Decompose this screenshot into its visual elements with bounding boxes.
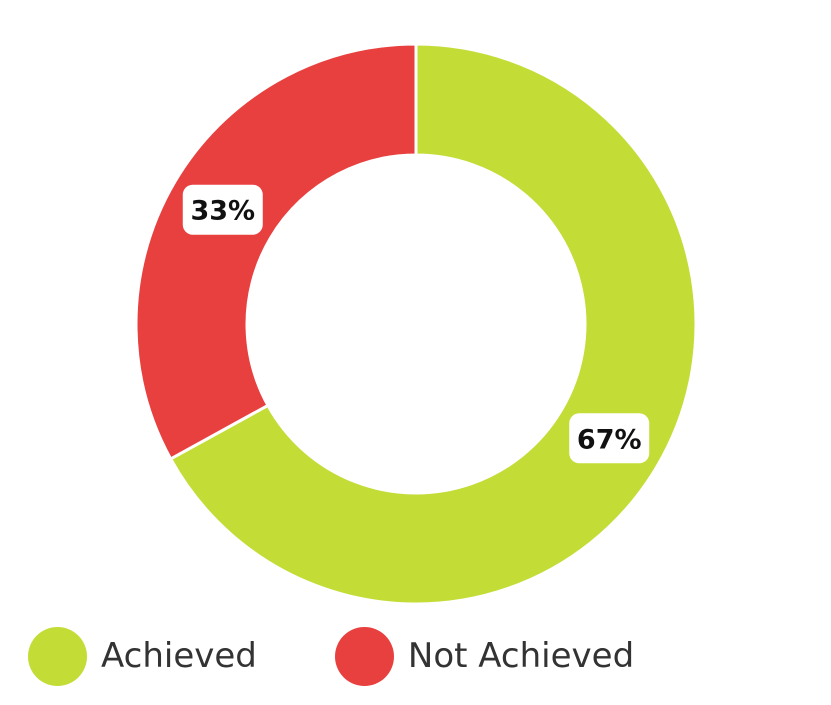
data-label-text: 33% [190, 196, 255, 227]
slice-not-achieved[interactable] [134, 42, 418, 461]
legend-label-achieved: Achieved [101, 636, 257, 676]
slice-achieved[interactable] [168, 42, 698, 606]
legend-label-not-achieved: Not Achieved [407, 636, 635, 676]
legend-swatch-achieved [28, 626, 87, 686]
legend-item-achieved[interactable]: Achieved [28, 626, 257, 686]
chart-legend: Achieved Not Achieved [28, 624, 712, 688]
data-label-text: 67% [577, 424, 642, 455]
data-label-box [182, 184, 263, 235]
legend-swatch-not-achieved [334, 626, 394, 686]
legend-item-not-achieved[interactable]: Not Achieved [334, 626, 635, 686]
data-label-box [569, 413, 650, 464]
data-label-not-achieved: 33% [182, 184, 263, 235]
data-label-achieved: 67% [569, 413, 650, 464]
